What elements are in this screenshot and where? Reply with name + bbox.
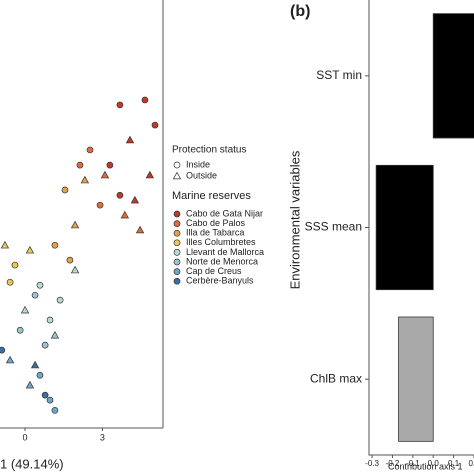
x-tick-label: 0.0: [428, 459, 440, 468]
point: [11, 261, 19, 269]
point: [25, 380, 35, 389]
point: [41, 341, 49, 349]
panel-label: (b): [290, 3, 310, 20]
legend-label: Cabo de Palos: [186, 218, 246, 228]
x-axis-label: 1 (49.14%): [0, 456, 64, 471]
y-tick-label: SST min: [316, 68, 362, 82]
x-tick-label: -0.1: [406, 459, 420, 468]
point: [51, 406, 59, 414]
legend-swatch: [173, 220, 181, 227]
legend-swatch: [173, 258, 181, 266]
point: [66, 256, 74, 264]
legend-swatch: [173, 161, 181, 169]
point: [135, 225, 145, 234]
legend-swatch: [173, 249, 181, 256]
point: [5, 355, 15, 364]
point: [36, 371, 44, 379]
x-tick-label: 0.1: [448, 459, 460, 468]
point: [125, 135, 135, 144]
point: [70, 265, 80, 274]
x-tick-label: -0.3: [365, 459, 379, 468]
point: [70, 220, 80, 229]
legend-title: Marine reserves: [172, 190, 251, 202]
y-tick-label: SSS mean: [305, 220, 362, 234]
point: [100, 170, 110, 179]
point: [61, 186, 69, 194]
legend-label: Norte de Menorca: [186, 256, 258, 266]
bar: [375, 164, 434, 291]
point: [0, 240, 10, 249]
legend-swatch: [173, 239, 181, 247]
legend-label: Inside: [186, 159, 210, 169]
point: [6, 278, 14, 286]
legend-swatch: [173, 210, 181, 218]
point: [96, 201, 104, 209]
bar: [398, 316, 434, 442]
point: [76, 161, 84, 169]
legend-swatch: [172, 171, 182, 180]
x-tick-label: -0.2: [386, 459, 400, 468]
point: [86, 146, 94, 154]
legend-label: Illa de Tabarca: [186, 228, 244, 238]
point: [51, 241, 59, 249]
x-tick-label: 3: [100, 432, 105, 442]
x-axis-label: Contribution axis 1: [388, 461, 463, 471]
y-tick-label: ChlB max: [310, 371, 362, 385]
point: [46, 396, 54, 404]
legend-title: Protection status: [172, 145, 246, 156]
point: [46, 316, 54, 324]
legend-swatch: [173, 229, 181, 237]
point: [116, 191, 124, 199]
legend-label: Llevant de Mallorca: [186, 247, 264, 257]
point: [145, 170, 155, 179]
y-axis-label: Environmental variables: [287, 150, 302, 289]
legend-label: Cap de Creus: [186, 266, 242, 276]
point: [31, 291, 39, 299]
point: [20, 305, 30, 314]
point: [56, 296, 64, 304]
point: [16, 326, 24, 334]
x-tick-label: 0: [23, 432, 28, 442]
legend-label: Illes Columbretes: [186, 237, 256, 247]
point: [141, 96, 149, 104]
point: [41, 391, 49, 399]
point: [130, 195, 140, 204]
point: [80, 175, 90, 184]
point: [36, 281, 44, 289]
legend-swatch: [173, 268, 181, 275]
legend-label: Outside: [186, 170, 217, 180]
bar: [432, 13, 474, 139]
legend-swatch: [173, 277, 181, 285]
point: [120, 210, 130, 219]
plot-frame: [368, 0, 474, 456]
point: [106, 161, 114, 169]
legend-label: Cabo de Gata Nijar: [186, 208, 263, 218]
point: [25, 245, 35, 254]
legend-label: Cerbère-Banyuls: [186, 276, 254, 286]
point: [30, 360, 40, 369]
point: [116, 101, 124, 109]
point: [0, 346, 6, 354]
x-tick-label: 0.2: [468, 459, 474, 468]
point: [151, 121, 159, 129]
point: [50, 330, 60, 339]
